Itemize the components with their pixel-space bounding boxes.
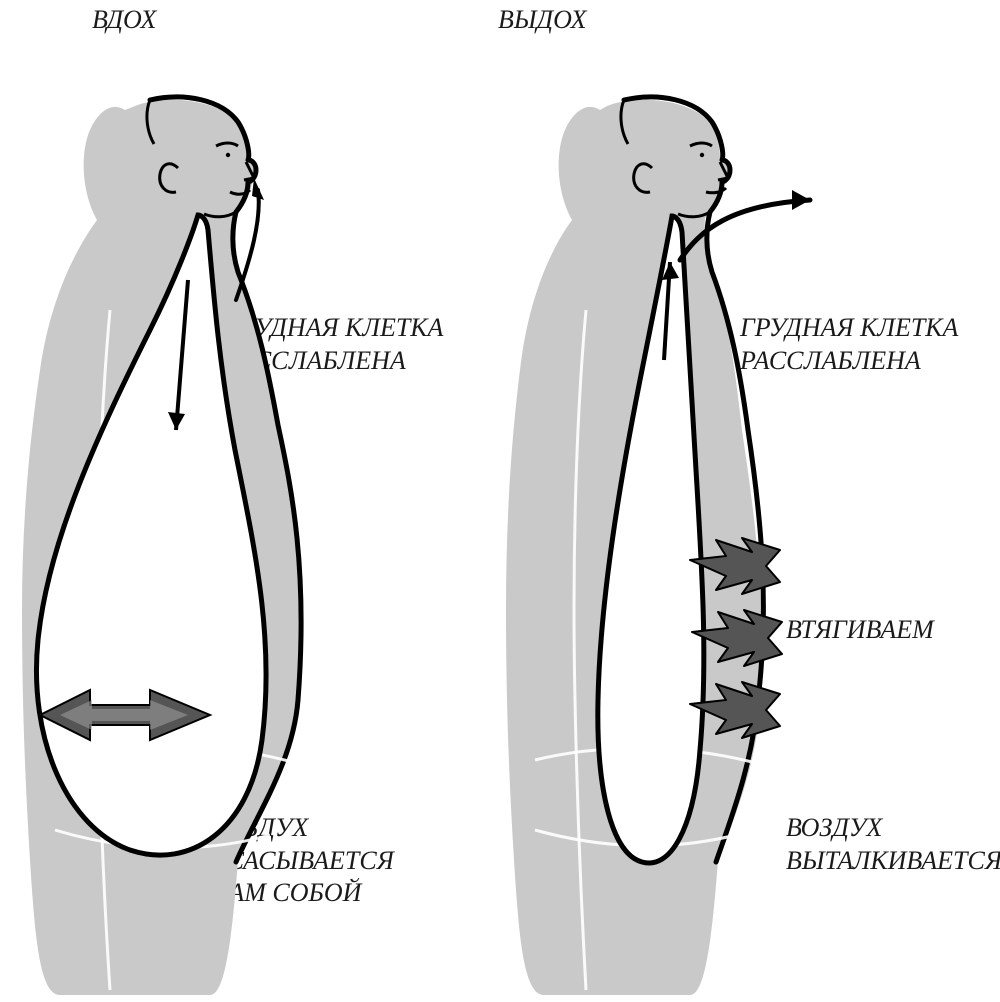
right-outflow-arrowhead [792,190,810,210]
right-figure [0,0,1000,1002]
right-eye [700,153,704,157]
diagram-canvas: ВДОХ ВЫДОХ ГРУДНАЯ КЛЕТКА РАССЛАБЛЕНА ВО… [0,0,1000,1002]
